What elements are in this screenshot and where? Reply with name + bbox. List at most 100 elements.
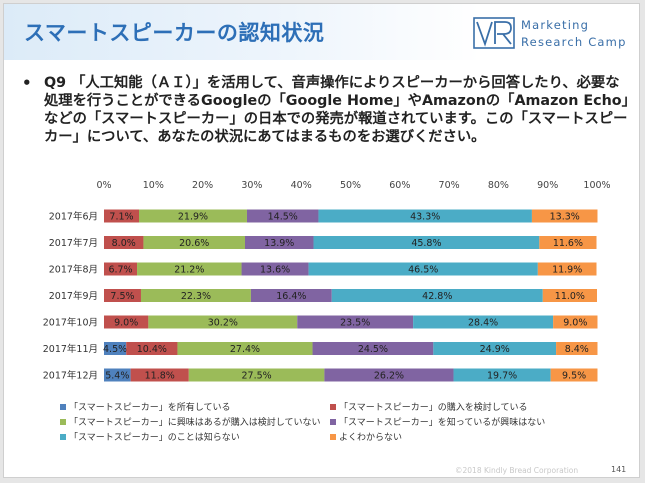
bar-segment: [542, 289, 597, 302]
legend-swatch: [60, 403, 66, 410]
data-label: 7.5%: [110, 291, 134, 302]
legend-item: 「スマートスピーカー」を知っているが興味はない: [330, 415, 545, 428]
bar-segment: [246, 209, 319, 223]
bar-segment: [553, 315, 598, 329]
x-tick-label: 90%: [537, 180, 558, 191]
legend-swatch: [60, 418, 66, 425]
category-label: 2017年12月: [43, 370, 98, 382]
category-label: 2017年7月: [49, 237, 98, 249]
data-label: 5.4%: [105, 371, 129, 382]
data-label: 45.8%: [411, 238, 441, 249]
data-label: 22.3%: [181, 291, 211, 302]
legend-item: 「スマートスピーカー」のことは知らない: [60, 430, 240, 443]
bar-segment: [550, 368, 598, 382]
x-tick-label: 0%: [96, 180, 111, 191]
header-band: [4, 4, 639, 60]
bar-segment: [139, 209, 247, 223]
question-text: Q9 「人工知能（ＡＩ）」を活用して、音声操作によりスピーカーから回答したり、必…: [44, 75, 629, 145]
data-label: 21.9%: [178, 212, 208, 223]
category-label: 2017年10月: [43, 317, 98, 329]
data-label: 19.7%: [487, 371, 517, 382]
legend-swatch: [330, 433, 336, 440]
footer-copyright: ©2018 Kindly Bread Corporation: [455, 466, 579, 475]
legend-label: 「スマートスピーカー」のことは知らない: [69, 433, 240, 443]
category-label: 2017年11月: [43, 343, 98, 355]
bar-segment: [308, 262, 538, 276]
logo-mark-icon: [473, 17, 515, 49]
bar-segment: [143, 236, 245, 249]
data-label: 13.9%: [264, 238, 294, 249]
bar-segment: [244, 236, 314, 249]
legend-swatch: [60, 433, 66, 440]
data-label: 11.8%: [145, 371, 175, 382]
data-label: 43.3%: [410, 212, 440, 223]
x-tick-label: 60%: [389, 180, 410, 191]
bar-segment: [104, 262, 138, 276]
bar-segment: [241, 262, 309, 276]
bar-segment: [318, 209, 532, 223]
bar-segment: [313, 236, 540, 249]
x-tick-label: 80%: [488, 180, 509, 191]
legend-item: 「スマートスピーカー」を所有している: [60, 400, 230, 413]
bar-segment: [148, 315, 298, 329]
data-label: 6.7%: [108, 265, 132, 276]
data-label: 9.5%: [562, 371, 586, 382]
bar-segment: [104, 315, 149, 329]
data-label: 9.0%: [114, 318, 138, 329]
bar-segment: [537, 262, 597, 276]
x-tick-label: 70%: [439, 180, 460, 191]
bar-segment: [104, 236, 144, 249]
legend-label: 「スマートスピーカー」を所有している: [69, 403, 231, 413]
bar-segment: [137, 262, 242, 276]
legend-label: よくわからない: [339, 433, 403, 443]
question-bullet: •: [22, 74, 32, 92]
bar-segment: [140, 289, 251, 302]
page-title: スマートスピーカーの認知状況: [24, 21, 325, 45]
x-tick-label: 100%: [583, 180, 610, 191]
data-label: 20.6%: [179, 238, 209, 249]
bar-segment: [177, 342, 313, 355]
bar-segment: [130, 368, 189, 382]
bar-segment: [324, 368, 454, 382]
legend-item: 「スマートスピーカー」の購入を検討している: [330, 400, 527, 413]
data-label: 23.5%: [340, 318, 370, 329]
data-label: 10.4%: [137, 344, 167, 355]
legend-label: 「スマートスピーカー」に興味はあるが購入は検討していない: [69, 418, 321, 428]
data-label: 46.5%: [408, 265, 438, 276]
bar-segment: [413, 315, 554, 329]
page-number: 141: [611, 465, 627, 474]
category-label: 2017年6月: [49, 211, 98, 223]
data-label: 11.9%: [552, 265, 582, 276]
category-label: 2017年9月: [49, 290, 98, 302]
legend-item: よくわからない: [330, 430, 402, 443]
x-tick-label: 40%: [291, 180, 312, 191]
data-label: 21.2%: [174, 265, 204, 276]
x-tick-label: 30%: [241, 180, 262, 191]
bar-segment: [556, 342, 598, 355]
bar-segment: [250, 289, 332, 302]
legend-swatch: [330, 403, 336, 410]
legend-swatch: [330, 418, 336, 425]
x-tick-label: 10%: [143, 180, 164, 191]
legend-label: 「スマートスピーカー」の購入を検討している: [339, 403, 528, 413]
data-label: 13.6%: [260, 265, 290, 276]
data-label: 4.5%: [103, 344, 127, 355]
data-label: 8.0%: [112, 238, 136, 249]
bar-segment: [331, 289, 543, 302]
data-label: 27.5%: [241, 371, 271, 382]
logo-text-line-2: Research Camp: [521, 35, 627, 49]
bar-segment: [453, 368, 551, 382]
bar-segment: [104, 368, 131, 382]
data-label: 8.4%: [565, 344, 589, 355]
data-label: 28.4%: [468, 318, 498, 329]
data-label: 26.2%: [374, 371, 404, 382]
bar-segment: [104, 342, 127, 355]
bar-segment: [539, 236, 597, 249]
bar-segment: [531, 209, 598, 223]
data-label: 24.9%: [480, 344, 510, 355]
brand-logo: Marketing Research Camp: [473, 16, 633, 52]
data-label: 9.0%: [563, 318, 587, 329]
data-label: 27.4%: [230, 344, 260, 355]
data-label: 11.6%: [553, 238, 583, 249]
